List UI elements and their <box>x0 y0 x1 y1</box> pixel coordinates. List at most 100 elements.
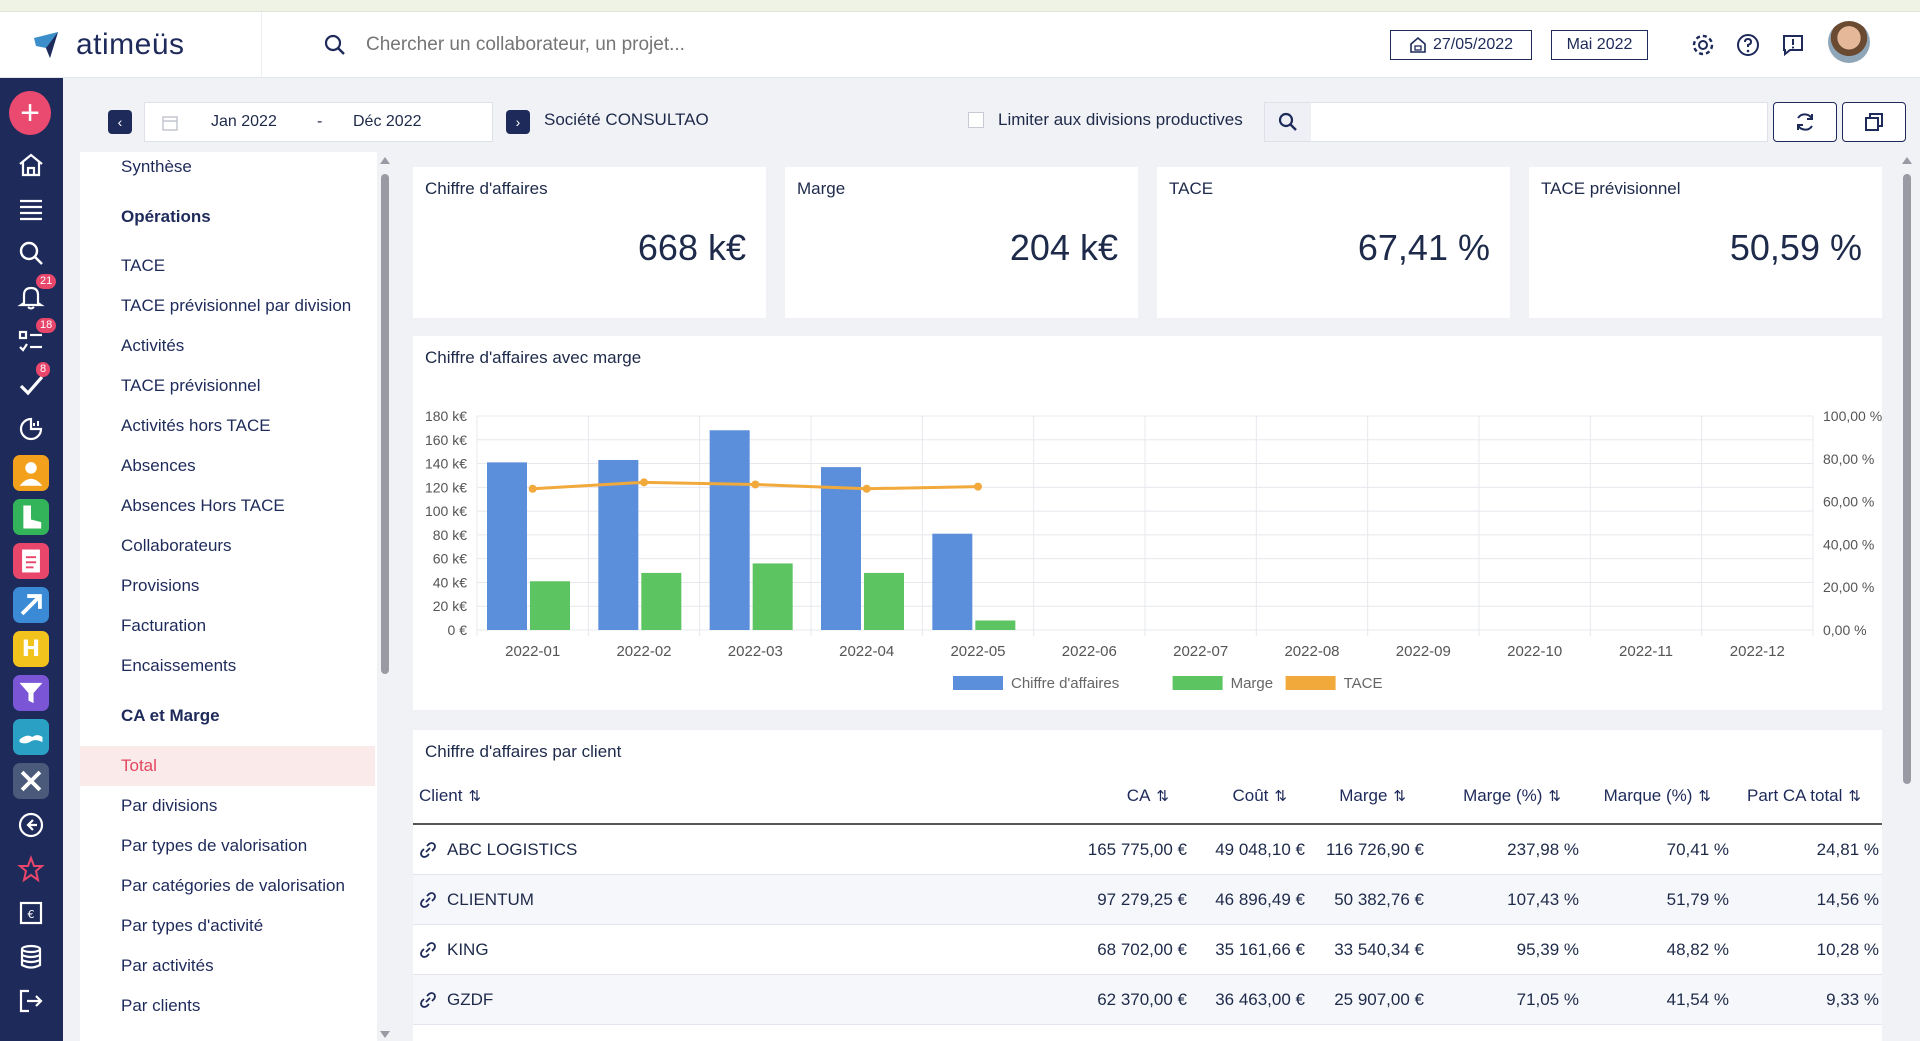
scroll-up-icon[interactable] <box>1900 154 1914 166</box>
page-scrollbar[interactable] <box>1900 152 1914 1041</box>
next-period-button[interactable]: › <box>506 110 530 134</box>
validations-button[interactable]: 8 <box>10 362 52 406</box>
expenses-button[interactable]: € <box>10 892 52 934</box>
notifications-button[interactable]: 21 <box>10 274 57 318</box>
current-period-button[interactable]: Mai 2022 <box>1551 30 1648 60</box>
menu-item[interactable]: Par types de valorisation <box>121 836 308 855</box>
limit-checkbox[interactable] <box>968 112 984 128</box>
home-icon <box>19 153 43 177</box>
menu-item[interactable]: TACE <box>121 256 166 275</box>
menu-item[interactable]: Par clients <box>121 996 201 1015</box>
menu-item[interactable]: Absences <box>121 456 196 475</box>
list-button[interactable] <box>10 188 52 230</box>
column-header-label: Marque (%) <box>1603 786 1693 805</box>
menu-item[interactable]: Activités hors TACE <box>121 416 271 435</box>
global-search-input[interactable] <box>366 33 1066 56</box>
client-name-cell[interactable]: ABC LOGISTICS <box>447 840 578 859</box>
filter-search-button[interactable] <box>1265 103 1311 141</box>
menu-item[interactable]: Par catégories de valorisation <box>121 876 345 895</box>
table-cell: 237,98 % <box>1507 840 1579 859</box>
client-name-cell[interactable]: GZDF <box>447 990 494 1009</box>
column-header[interactable]: Client ⇅ <box>419 786 481 806</box>
link-icon[interactable] <box>419 991 437 1009</box>
back-button[interactable] <box>10 804 52 846</box>
current-date-button[interactable]: 27/05/2022 <box>1390 30 1532 60</box>
tasks-button[interactable]: 18 <box>10 318 57 362</box>
app-logo[interactable]: atimeüs <box>0 11 262 78</box>
previous-period-button[interactable]: ‹ <box>108 110 132 134</box>
y-axis-tick-label: 120 k€ <box>425 479 467 495</box>
users-module[interactable] <box>10 452 52 494</box>
scroll-up-icon[interactable] <box>378 154 392 166</box>
table-row[interactable]: KING 68 702,00 € 35 161,66 € 33 540,34 € 95,… <box>413 925 1882 975</box>
table-row[interactable]: ABC LOGISTICS 165 775,00 € 49 048,10 € 116 … <box>413 825 1882 875</box>
page-scrollbar-thumb[interactable] <box>1903 174 1911 784</box>
sort-icon[interactable]: ⇅ <box>1698 788 1711 805</box>
column-header[interactable]: Marque (%) ⇅ <box>1604 786 1711 806</box>
handshake-module[interactable] <box>10 716 52 758</box>
period-range-picker[interactable]: Jan 2022 - Déc 2022 <box>144 102 493 142</box>
user-avatar[interactable] <box>1828 21 1870 63</box>
menu-item[interactable]: Synthèse <box>121 157 192 176</box>
menu-item[interactable]: Facturation <box>121 616 207 635</box>
column-header[interactable]: CA ⇅ <box>1127 786 1169 806</box>
sort-icon[interactable]: ⇅ <box>1274 788 1287 805</box>
table-cell: 62 370,00 € <box>1097 990 1187 1009</box>
period-start[interactable]: Jan 2022 <box>211 113 277 130</box>
logout-button[interactable] <box>10 980 52 1022</box>
menu-item[interactable]: Par activités <box>121 956 214 975</box>
menu-item[interactable]: TACE prévisionnel <box>121 376 261 395</box>
gear-icon[interactable] <box>1690 32 1716 58</box>
search-button[interactable] <box>10 232 52 274</box>
global-search[interactable] <box>324 33 1274 56</box>
table-row[interactable]: GZDF 62 370,00 € 36 463,00 € 25 907,00 € 71,… <box>413 975 1882 1025</box>
column-header[interactable]: Marge ⇅ <box>1339 786 1406 806</box>
documents-module[interactable] <box>10 540 52 582</box>
scroll-down-icon[interactable] <box>378 1029 392 1041</box>
refresh-button[interactable] <box>1773 102 1837 142</box>
sort-icon[interactable]: ⇅ <box>1156 788 1169 805</box>
hours-module[interactable]: H <box>10 628 52 670</box>
link-icon[interactable] <box>419 891 437 909</box>
sort-icon[interactable]: ⇅ <box>1848 788 1861 805</box>
sort-icon[interactable]: ⇅ <box>468 788 482 805</box>
table-row[interactable]: CLIENTUM 97 279,25 € 46 896,49 € 50 382,76 … <box>413 875 1882 925</box>
y-axis-tick-label: 0 € <box>448 622 468 638</box>
projects-module[interactable] <box>10 584 52 626</box>
timesheet-module[interactable] <box>10 496 52 538</box>
sort-icon[interactable]: ⇅ <box>1548 788 1561 805</box>
help-icon[interactable] <box>1735 32 1761 58</box>
client-name-cell[interactable]: CLIENTUM <box>447 890 534 909</box>
menu-item[interactable]: Activités <box>121 336 185 355</box>
filter-search[interactable] <box>1264 102 1768 142</box>
column-header[interactable]: Part CA total ⇅ <box>1747 786 1861 806</box>
period-end[interactable]: Déc 2022 <box>353 113 422 130</box>
reports-button[interactable] <box>10 408 52 450</box>
create-button[interactable]: + <box>9 91 51 135</box>
feedback-icon[interactable] <box>1780 32 1806 58</box>
limit-productive-divisions[interactable]: Limiter aux divisions productives <box>968 110 1243 130</box>
menu-item[interactable]: Collaborateurs <box>121 536 232 555</box>
menu-scrollbar[interactable] <box>378 152 392 1041</box>
menu-item[interactable]: Total <box>121 756 157 775</box>
menu-item[interactable]: Par divisions <box>121 796 218 815</box>
menu-item[interactable]: TACE prévisionnel par division <box>121 296 352 315</box>
link-icon[interactable] <box>419 941 437 959</box>
column-header[interactable]: Marge (%) ⇅ <box>1463 786 1561 806</box>
menu-item[interactable]: Absences Hors TACE <box>121 496 285 515</box>
home-button[interactable] <box>10 144 52 186</box>
duplicate-button[interactable] <box>1842 102 1906 142</box>
favorites-button[interactable] <box>10 848 52 890</box>
client-name-cell[interactable]: KING <box>447 940 489 959</box>
menu-item[interactable]: Par types d'activité <box>121 916 264 935</box>
menu-active-highlight <box>80 746 375 786</box>
link-icon[interactable] <box>419 841 437 859</box>
filter-module[interactable] <box>10 672 52 714</box>
database-button[interactable] <box>10 936 52 978</box>
menu-item[interactable]: Provisions <box>121 576 200 595</box>
sort-icon[interactable]: ⇅ <box>1393 788 1406 805</box>
menu-item[interactable]: Encaissements <box>121 656 237 675</box>
menu-scrollbar-thumb[interactable] <box>381 174 389 674</box>
column-header[interactable]: Coût ⇅ <box>1233 786 1288 806</box>
tools-module[interactable] <box>10 760 52 802</box>
